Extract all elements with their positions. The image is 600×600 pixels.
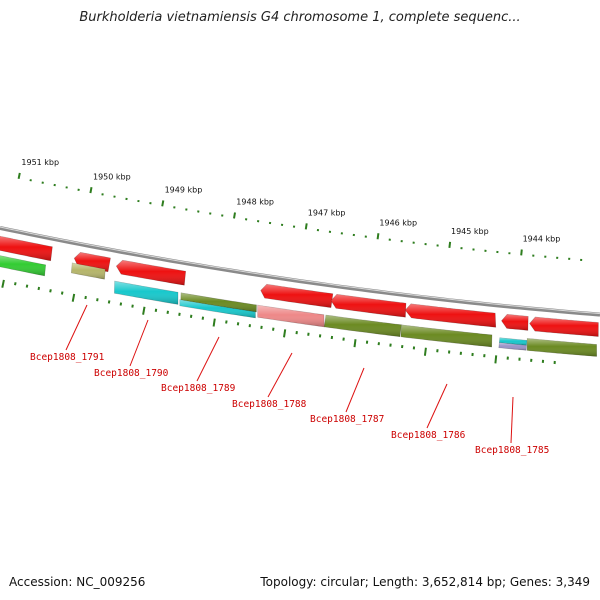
ruler-label: 1948 kbp xyxy=(236,198,274,207)
inner-tick xyxy=(1,279,5,288)
ruler-label: 1949 kbp xyxy=(165,186,203,195)
gene-block-bcep1808-1785-lower-shade xyxy=(498,342,527,351)
red-gene-block-shade xyxy=(529,317,599,337)
backbone-highlight xyxy=(0,226,600,315)
inner-tick xyxy=(494,355,498,364)
gene-block-bcep1808-1791-shade xyxy=(71,262,106,280)
gene-block-bcep1808-1790-shade xyxy=(114,281,178,305)
gene-label: Bcep1808_1786 xyxy=(391,430,466,441)
inner-tick xyxy=(49,289,52,293)
inner-tick xyxy=(154,308,158,312)
red-gene-block-shade xyxy=(501,314,529,331)
gene-block-right-olive-shade xyxy=(527,338,597,357)
red-gene-block-shade xyxy=(331,294,406,318)
major-tick xyxy=(161,200,165,207)
inner-tick xyxy=(423,347,427,356)
inner-tick xyxy=(236,322,240,326)
major-tick xyxy=(520,249,523,256)
gene-block-bcep1808-1787-shade xyxy=(324,315,402,337)
major-tick xyxy=(17,172,21,179)
gene-block-bcep1808-1789-shade xyxy=(180,292,257,312)
inner-tick xyxy=(107,300,111,304)
gene-label: Bcep1808_1787 xyxy=(310,414,384,425)
inner-tick xyxy=(178,312,181,316)
major-tick xyxy=(376,233,380,240)
ruler-label: 1947 kbp xyxy=(308,209,346,218)
gene-label: Bcep1808_1785 xyxy=(475,445,549,456)
inner-tick xyxy=(212,318,216,327)
leader-line xyxy=(196,336,220,382)
inner-tick xyxy=(166,310,169,314)
ruler-label: 1944 kbp xyxy=(523,235,561,244)
inner-tick xyxy=(225,320,228,324)
leader-line xyxy=(267,352,293,398)
major-tick xyxy=(89,187,93,194)
inner-tick xyxy=(84,295,87,300)
inner-tick xyxy=(37,286,41,291)
inner-tick xyxy=(14,282,17,286)
gene-block-bcep1808-1786-shade xyxy=(400,324,492,347)
major-tick xyxy=(304,223,308,230)
leader-line xyxy=(65,304,88,351)
inner-tick xyxy=(142,306,146,315)
gene-block-bcep1808-1788-shade xyxy=(257,305,325,327)
inner-tick xyxy=(189,314,193,318)
leader-line xyxy=(129,319,149,367)
inner-tick xyxy=(25,284,29,288)
accession-text: Accession: NC_009256 xyxy=(9,575,146,589)
inner-tick xyxy=(283,329,287,338)
topology-summary: Topology: circular; Length: 3,652,814 bp… xyxy=(260,575,590,589)
inner-tick xyxy=(272,327,275,331)
inner-tick xyxy=(201,316,205,320)
major-tick xyxy=(233,212,236,219)
ruler-label: 1945 kbp xyxy=(451,227,489,236)
gene-label: Bcep1808_1791 xyxy=(30,352,105,363)
inner-tick xyxy=(131,304,134,308)
gene-label: Bcep1808_1789 xyxy=(161,383,236,394)
backbone-ring xyxy=(0,226,600,317)
inner-tick xyxy=(71,293,76,302)
inner-tick xyxy=(119,302,123,306)
major-tick xyxy=(448,241,452,249)
gene-block-bcep1808-1791-green-shade xyxy=(0,255,46,276)
gene-label: Bcep1808_1788 xyxy=(232,399,307,410)
red-gene-block-shade xyxy=(0,236,53,261)
ruler-label: 1946 kbp xyxy=(379,218,417,227)
red-gene-block-shade xyxy=(405,303,496,328)
leader-line xyxy=(345,367,365,413)
ruler-label: 1950 kbp xyxy=(93,172,131,181)
gene-block-bcep1808-1789-lower-shade xyxy=(179,299,256,318)
gene-block-bcep1808-1785-shade xyxy=(499,337,527,346)
ruler-label: 1951 kbp xyxy=(21,158,59,167)
red-gene-block-shade xyxy=(116,260,186,286)
inner-tick xyxy=(60,291,64,295)
leader-line xyxy=(510,396,514,444)
inner-tick xyxy=(96,298,99,302)
gene-label: Bcep1808_1790 xyxy=(94,368,169,379)
map-title: Burkholderia vietnamiensis G4 chromosome… xyxy=(79,10,521,25)
inner-tick xyxy=(353,339,357,348)
red-gene-block-shade xyxy=(260,284,333,308)
leader-line xyxy=(426,383,448,429)
